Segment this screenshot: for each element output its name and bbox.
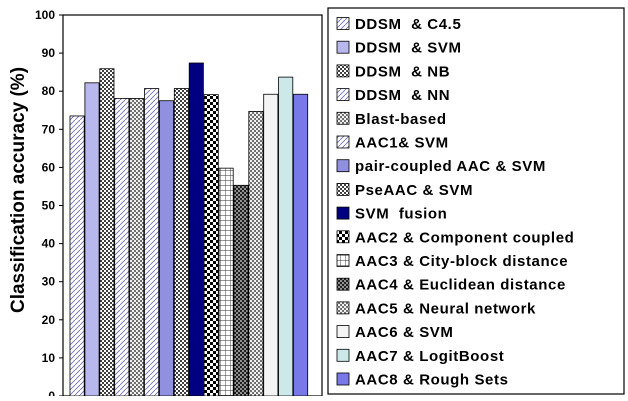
y-axis-title: Classification accuracy (%): [8, 67, 29, 313]
legend-swatch: [336, 277, 350, 291]
y-tick-label: 30: [42, 275, 56, 289]
legend-swatch: [336, 372, 350, 386]
legend: DDSM & C4.5 DDSM & SVM DDSM & NB DDSM & NN B…: [327, 7, 625, 395]
bars: [69, 62, 309, 397]
legend-box: [327, 7, 625, 395]
y-tick-label: 80: [42, 84, 56, 98]
bar: [69, 115, 85, 397]
legend-label: AAC6 & SVM: [355, 324, 454, 341]
legend-label: Blast-based: [355, 111, 447, 128]
legend-label: AAC1& SVM: [355, 135, 449, 152]
legend-label: pair-coupled AAC & SVM: [355, 158, 546, 175]
legend-label: AAC3 & City-block distance: [355, 253, 568, 270]
y-tick-label: 0: [48, 389, 55, 396]
legend-label: PseAAC & SVM: [355, 182, 473, 199]
legend-swatch: [336, 230, 350, 244]
bar: [188, 62, 204, 397]
legend-swatch: [336, 254, 350, 267]
legend-swatch: [336, 159, 350, 173]
y-axis: 0 10 20 30 40 50 60 70 80 90 100: [35, 8, 63, 401]
legend-label: AAC8 & Rough Sets: [355, 372, 509, 389]
y-tick-label: 10: [42, 351, 56, 365]
legend-label: AAC2 & Component coupled: [355, 229, 574, 246]
y-tick-label: 60: [42, 160, 56, 174]
legend-label: DDSM & C4.5: [355, 16, 461, 33]
legend-items: DDSM & C4.5 DDSM & SVM DDSM & NB DDSM & NN B…: [336, 16, 574, 389]
y-tick-label: 40: [42, 237, 56, 251]
bar: [173, 88, 189, 397]
bar: [263, 93, 279, 397]
bar: [218, 167, 234, 397]
legend-swatch: [336, 64, 350, 78]
legend-swatch: [336, 182, 350, 196]
y-tick-label: 100: [35, 8, 55, 22]
bar: [278, 76, 294, 397]
legend-swatch: [336, 88, 350, 101]
legend-label: AAC4 & Euclidean distance: [355, 277, 566, 294]
legend-swatch: [336, 325, 350, 339]
legend-swatch: [336, 40, 350, 54]
bar: [114, 98, 130, 397]
bar: [129, 98, 145, 397]
y-tick-label: 90: [42, 46, 56, 60]
bar: [248, 110, 264, 397]
bar: [203, 94, 219, 397]
legend-label: DDSM & NN: [355, 87, 450, 104]
legend-swatch: [336, 135, 350, 149]
bar: [233, 184, 249, 397]
legend-swatch: [336, 17, 350, 30]
bar: [158, 100, 174, 397]
legend-label: DDSM & SVM: [355, 40, 462, 57]
legend-label: SVM fusion: [355, 206, 447, 223]
y-tick-label: 20: [42, 313, 56, 327]
y-tick-label: 70: [42, 122, 56, 136]
legend-label: DDSM & NB: [355, 63, 450, 80]
legend-label: AAC5 & Neural network: [355, 300, 536, 317]
legend-swatch: [336, 111, 350, 125]
legend-swatch: [336, 348, 350, 362]
y-tick-label: 50: [42, 199, 56, 213]
bar: [144, 88, 160, 397]
bar: [293, 93, 309, 397]
bar: [84, 82, 100, 397]
legend-swatch: [336, 301, 350, 315]
legend-label: AAC7 & LogitBoost: [355, 348, 504, 365]
legend-swatch: [336, 206, 350, 220]
bar: [99, 68, 115, 397]
